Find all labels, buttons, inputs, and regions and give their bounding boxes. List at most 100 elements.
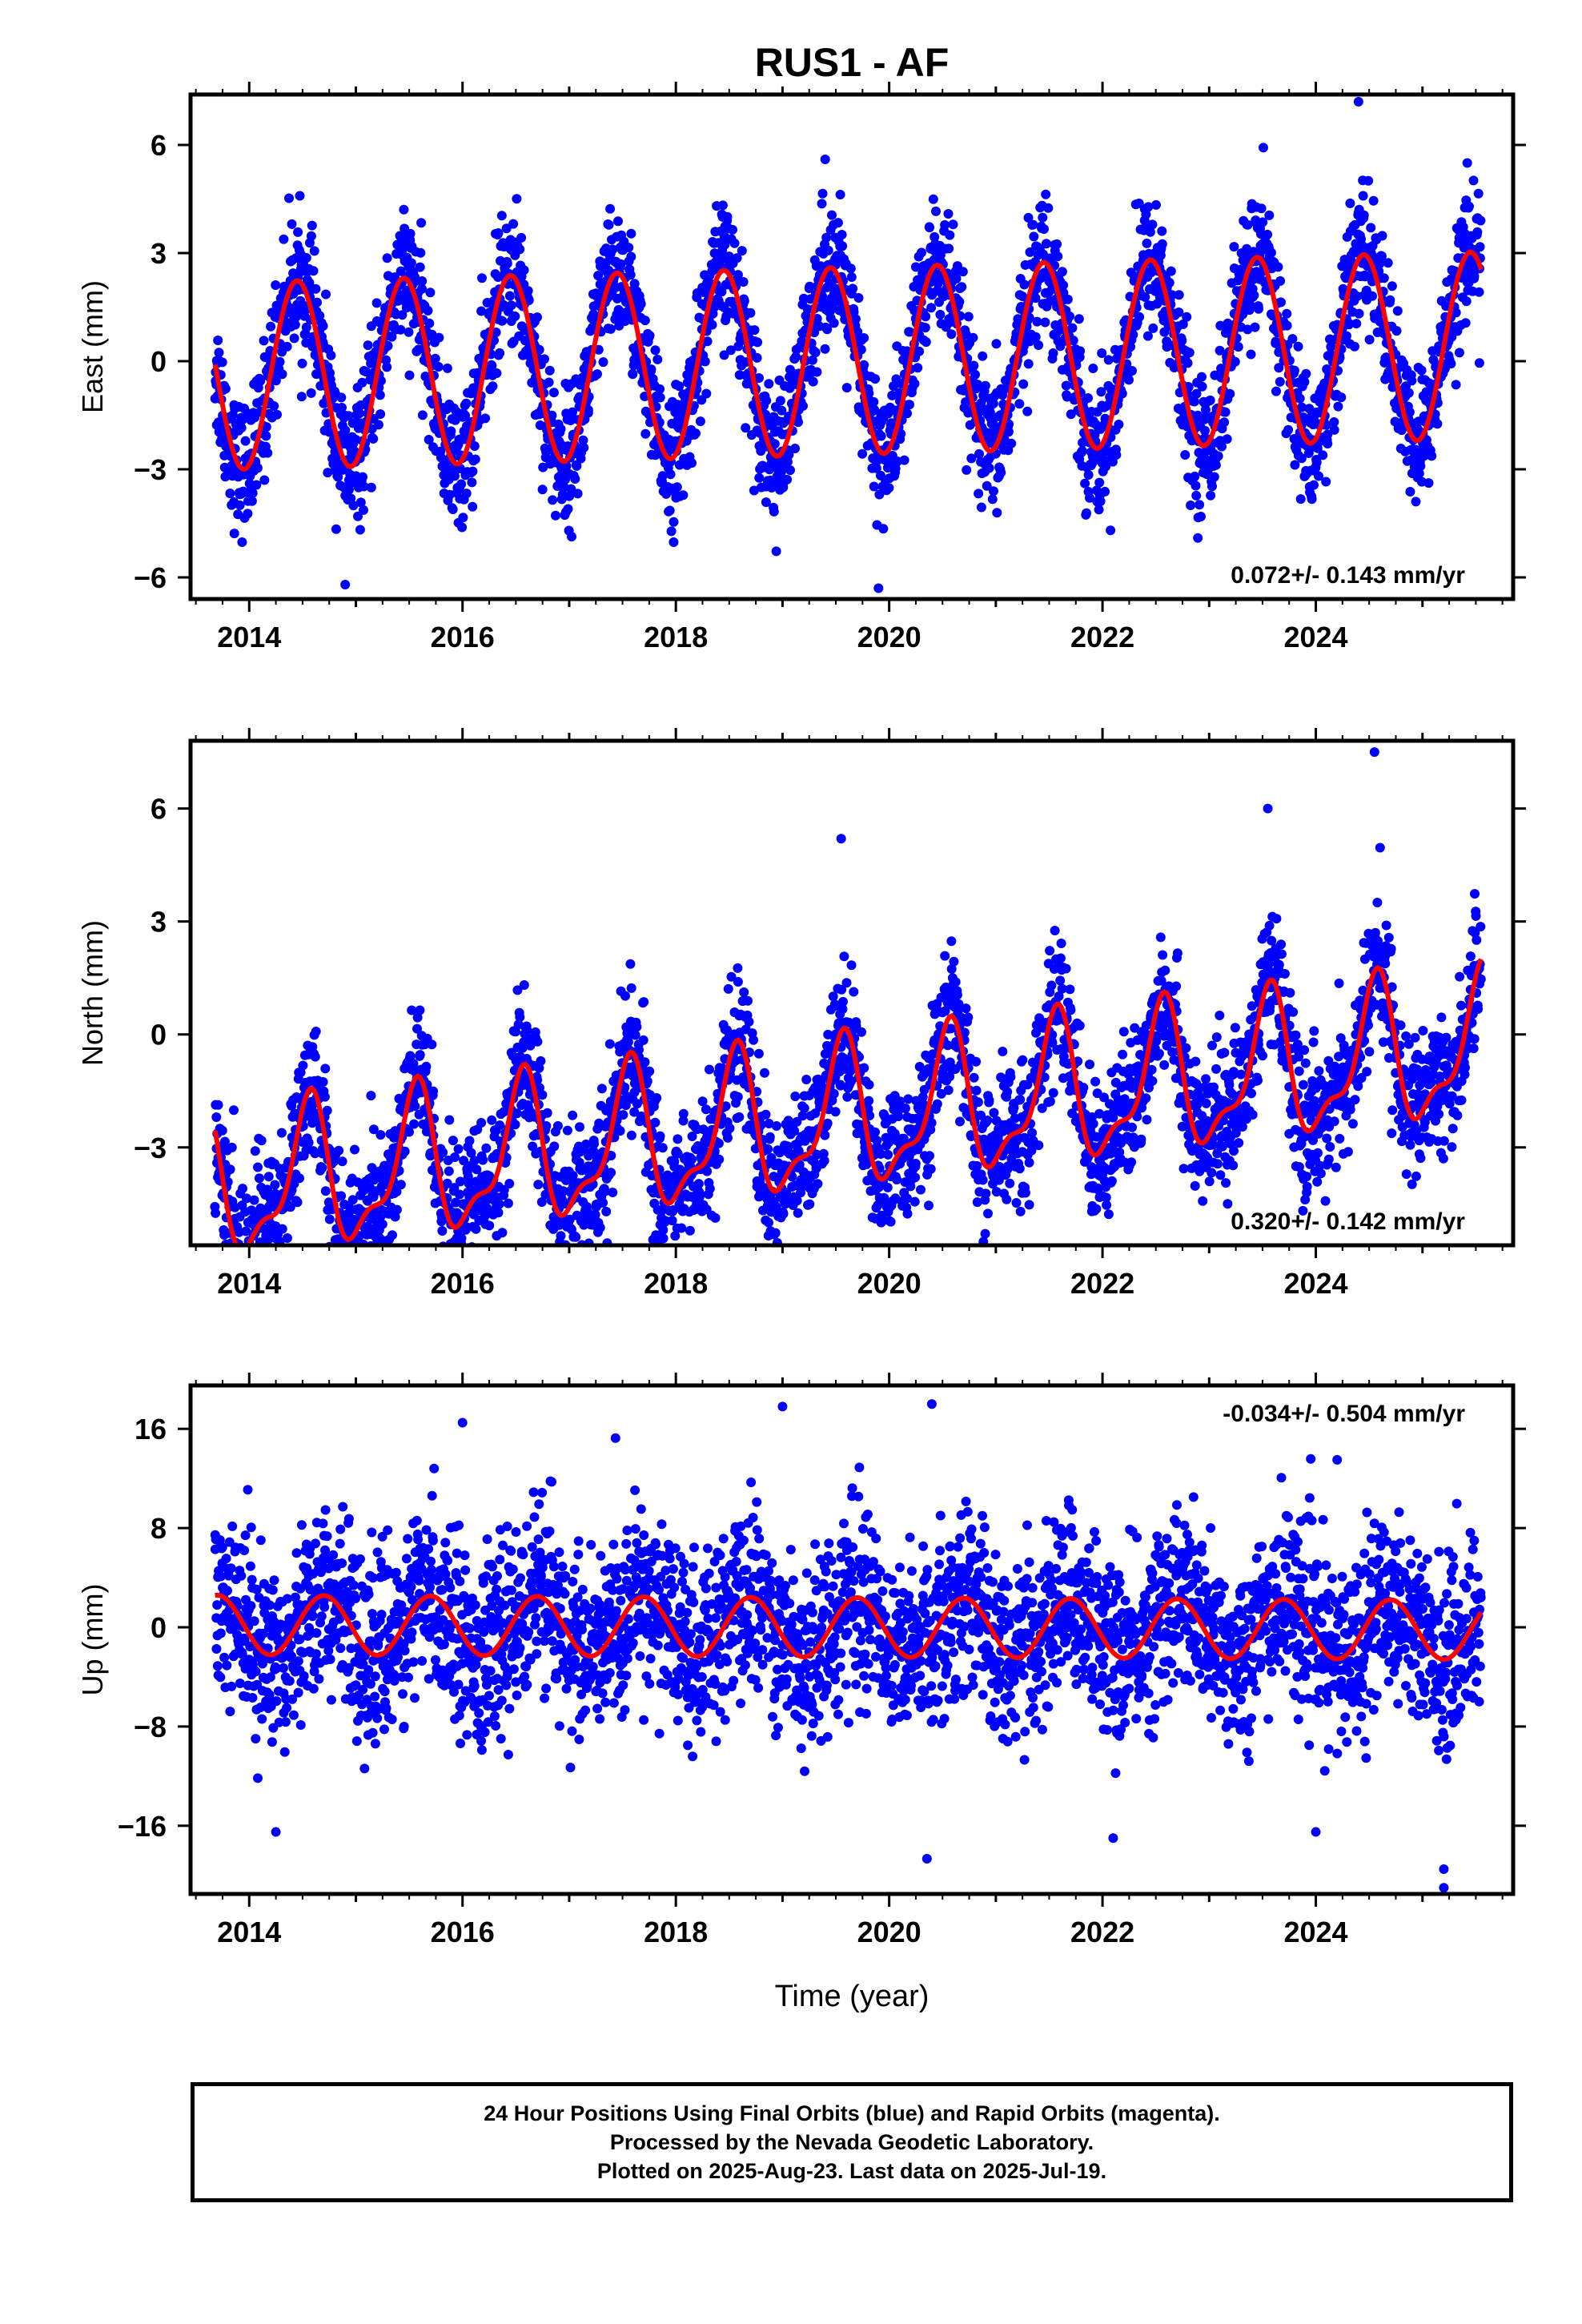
data-point xyxy=(957,282,967,292)
data-point xyxy=(1151,199,1161,210)
data-point xyxy=(870,374,881,384)
data-point xyxy=(982,480,992,491)
data-point xyxy=(1254,304,1263,314)
data-point xyxy=(1275,376,1285,387)
data-point xyxy=(752,352,762,363)
data-point xyxy=(478,1155,488,1165)
data-point xyxy=(674,381,685,392)
data-point xyxy=(613,216,623,227)
data-point xyxy=(425,287,436,298)
data-point xyxy=(1142,238,1152,248)
data-point xyxy=(461,398,472,408)
data-point xyxy=(279,234,289,244)
data-point xyxy=(1243,219,1253,230)
data-point xyxy=(1114,420,1124,429)
data-point xyxy=(1245,300,1255,310)
data-point xyxy=(1191,388,1202,399)
data-point xyxy=(347,1276,357,1285)
data-point xyxy=(738,277,749,287)
data-point xyxy=(1182,312,1192,322)
data-point xyxy=(921,312,931,322)
data-point xyxy=(235,500,245,510)
data-point xyxy=(655,384,665,394)
data-point xyxy=(596,1084,607,1094)
data-point xyxy=(410,1101,420,1112)
data-point xyxy=(484,1220,495,1231)
data-point xyxy=(375,390,385,400)
data-point xyxy=(605,203,616,214)
data-point xyxy=(296,392,307,402)
data-point xyxy=(496,211,507,221)
data-point xyxy=(1062,294,1073,304)
data-point xyxy=(493,228,504,238)
data-point xyxy=(655,1131,665,1141)
data-point xyxy=(442,363,452,373)
data-point xyxy=(695,416,705,427)
data-point xyxy=(1023,359,1034,369)
data-point xyxy=(1143,202,1154,212)
data-point xyxy=(276,1128,287,1138)
data-point xyxy=(552,1121,563,1131)
data-point xyxy=(1083,470,1094,480)
data-point xyxy=(1297,402,1307,412)
data-point xyxy=(1038,212,1048,223)
data-point xyxy=(1344,319,1355,329)
data-point xyxy=(821,232,832,243)
data-point xyxy=(642,1076,652,1087)
data-point xyxy=(1476,215,1486,226)
data-point xyxy=(805,281,815,292)
data-point xyxy=(1022,406,1033,416)
data-point xyxy=(966,453,977,464)
data-point xyxy=(1111,450,1122,460)
data-point xyxy=(777,405,787,416)
data-point xyxy=(841,383,852,393)
data-point xyxy=(698,1124,709,1135)
data-point xyxy=(1287,334,1298,344)
data-point xyxy=(492,368,502,378)
data-point xyxy=(798,400,808,411)
data-point xyxy=(440,1246,450,1256)
data-point xyxy=(229,1105,239,1116)
data-point xyxy=(1103,355,1114,365)
data-point xyxy=(962,464,972,475)
data-point xyxy=(974,448,984,459)
data-point xyxy=(277,369,287,380)
data-point xyxy=(255,376,266,386)
data-point xyxy=(416,218,427,228)
data-point xyxy=(519,980,529,990)
data-point xyxy=(869,396,879,407)
data-point xyxy=(1367,291,1377,301)
data-point xyxy=(512,194,522,204)
data-point xyxy=(837,241,848,251)
data-point xyxy=(1190,471,1200,481)
data-point xyxy=(464,1136,475,1146)
data-point xyxy=(1184,348,1195,358)
data-point xyxy=(1462,158,1472,168)
data-point xyxy=(668,1205,678,1215)
data-point xyxy=(598,357,608,368)
data-point xyxy=(667,1216,677,1226)
data-point xyxy=(896,428,906,439)
data-point xyxy=(345,1255,355,1265)
data-point xyxy=(1352,292,1363,301)
data-point xyxy=(515,244,525,255)
data-point xyxy=(1197,381,1207,392)
data-point xyxy=(1043,203,1054,213)
data-point xyxy=(563,1298,572,1308)
data-point xyxy=(1259,143,1268,153)
data-point xyxy=(219,462,230,472)
data-point xyxy=(914,346,925,356)
data-point xyxy=(1282,320,1292,331)
data-point xyxy=(405,228,416,239)
data-point xyxy=(687,1154,697,1164)
data-point xyxy=(236,1246,246,1256)
data-point xyxy=(487,1115,497,1125)
data-point xyxy=(269,401,279,411)
data-point xyxy=(878,524,889,534)
data-point xyxy=(356,1273,366,1282)
data-point xyxy=(948,219,958,230)
data-point xyxy=(326,350,336,360)
data-point xyxy=(790,444,800,453)
data-point xyxy=(1392,306,1403,316)
y-tick-label: 3 xyxy=(151,237,167,270)
